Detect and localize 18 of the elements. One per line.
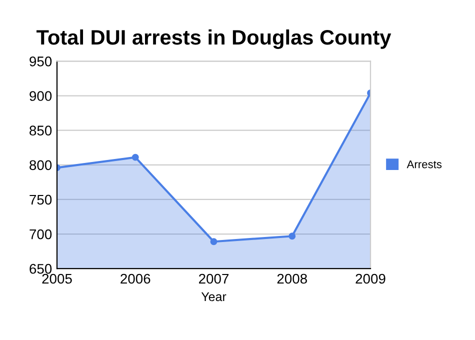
x-tick-label: 2006 — [120, 274, 150, 284]
x-tick-label: 2009 — [356, 274, 386, 284]
chart-title: Total DUI arrests in Douglas County — [36, 29, 392, 49]
point — [288, 232, 296, 240]
y-tick-label: 850 — [30, 126, 52, 136]
y-tick-label: 650 — [30, 264, 52, 274]
y-tick-label: 900 — [30, 91, 52, 101]
x-tick-label: 2005 — [42, 274, 72, 284]
x-tick-label: 2007 — [199, 274, 229, 284]
x-tick-label: 2008 — [277, 274, 307, 284]
y-tick-label: 700 — [30, 229, 52, 240]
point — [210, 238, 218, 246]
point — [132, 154, 139, 161]
y-tick-label: 950 — [30, 56, 52, 66]
y-tick-label: 800 — [30, 160, 52, 170]
x-axis-title: Year — [201, 292, 226, 302]
legend-label: Arrests — [406, 160, 442, 168]
y-tick-label: 750 — [30, 194, 52, 205]
